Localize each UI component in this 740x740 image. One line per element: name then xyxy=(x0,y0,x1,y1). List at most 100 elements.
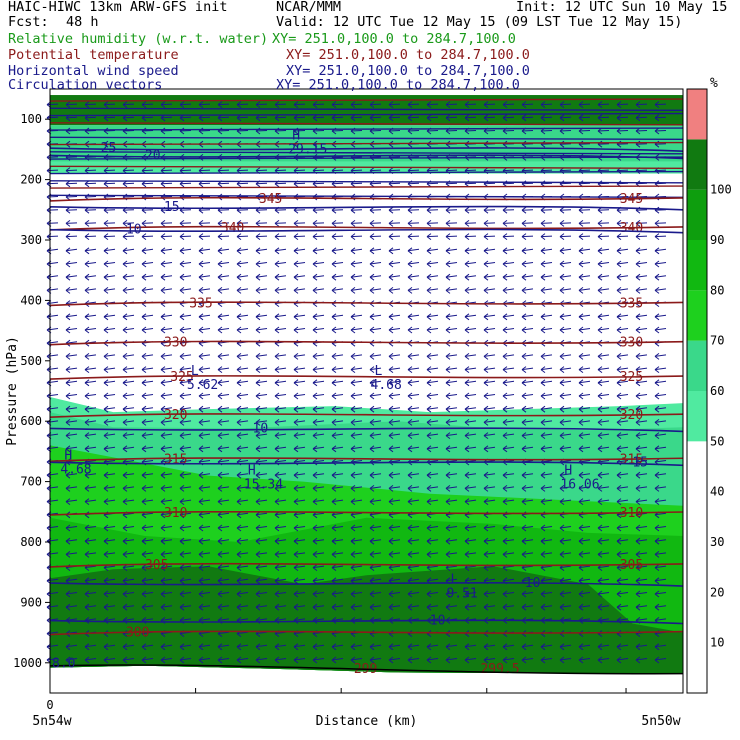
circulation-vector xyxy=(84,432,90,439)
circulation-vector xyxy=(293,314,306,318)
circulation-vector xyxy=(236,631,249,635)
circulation-vector xyxy=(483,432,489,439)
circulation-vector xyxy=(198,287,204,294)
circulation-vector xyxy=(578,526,591,529)
circulation-vector xyxy=(369,432,375,439)
colorbar-tick-label: 20 xyxy=(710,585,724,599)
circulation-vector xyxy=(616,275,629,278)
circulation-vector xyxy=(464,537,470,545)
circulation-vector xyxy=(141,273,147,281)
circulation-vector xyxy=(369,380,382,384)
circulation-vector xyxy=(141,380,154,384)
colorbar-segment xyxy=(687,240,707,291)
circulation-vector xyxy=(540,116,553,119)
circulation-vector xyxy=(160,603,166,611)
circulation-vector xyxy=(616,169,629,172)
circulation-vector xyxy=(217,273,223,281)
circulation-vector xyxy=(407,380,420,384)
circulation-vector xyxy=(616,539,629,542)
circulation-vector xyxy=(198,539,211,542)
circulation-vector xyxy=(122,419,128,426)
circulation-vector xyxy=(179,275,192,278)
circulation-vector xyxy=(445,524,451,532)
circulation-vector xyxy=(160,590,166,598)
y-tick-label: 300 xyxy=(20,233,42,247)
circulation-vector xyxy=(426,394,439,397)
circulation-vector xyxy=(635,143,648,145)
colorbar-segment xyxy=(687,491,707,542)
circulation-vector xyxy=(445,643,451,651)
circulation-vector xyxy=(559,578,572,582)
circulation-vector xyxy=(445,551,451,558)
circulation-vector xyxy=(540,473,553,476)
circulation-vector xyxy=(141,445,147,453)
wind-label: 10 xyxy=(430,614,446,629)
circulation-vector xyxy=(635,114,641,122)
circulation-vector xyxy=(483,273,489,281)
circulation-vector xyxy=(46,433,59,437)
circulation-vector xyxy=(350,486,363,489)
circulation-vector xyxy=(540,114,546,122)
circulation-vector xyxy=(84,354,97,357)
circulation-vector xyxy=(255,432,261,439)
circulation-vector xyxy=(654,405,660,413)
circulation-vector xyxy=(198,260,204,268)
circulation-vector xyxy=(616,656,622,664)
circulation-vector xyxy=(236,222,249,224)
circulation-vector xyxy=(198,446,211,450)
circulation-vector xyxy=(597,328,610,331)
circulation-vector xyxy=(103,473,116,476)
circulation-vector xyxy=(654,326,660,334)
circulation-vector xyxy=(65,578,78,582)
circulation-vector xyxy=(141,262,154,265)
x-end-label: 5n50w xyxy=(641,714,680,729)
circulation-vector xyxy=(331,512,344,516)
circulation-vector xyxy=(654,222,667,224)
circulation-vector xyxy=(331,419,337,426)
circulation-vector xyxy=(179,101,185,108)
circulation-vector xyxy=(198,552,211,555)
circulation-vector xyxy=(236,326,242,334)
circulation-vector xyxy=(84,446,97,450)
circulation-vector xyxy=(616,247,622,255)
circulation-vector xyxy=(502,222,515,224)
circulation-vector xyxy=(502,394,515,397)
circulation-vector xyxy=(635,101,641,108)
circulation-vector xyxy=(46,116,59,119)
circulation-vector xyxy=(597,262,610,265)
extremum-marker: L xyxy=(450,572,458,587)
circulation-vector xyxy=(103,499,116,503)
circulation-vector xyxy=(236,658,249,661)
circulation-vector xyxy=(464,446,477,450)
circulation-vector xyxy=(502,432,508,439)
circulation-vector xyxy=(369,643,375,651)
circulation-vector xyxy=(407,592,420,595)
circulation-vector xyxy=(369,537,375,545)
circulation-vector xyxy=(179,433,192,437)
circulation-vector xyxy=(388,524,394,532)
circulation-vector xyxy=(559,260,565,268)
circulation-vector xyxy=(122,288,135,291)
circulation-vector xyxy=(521,287,527,294)
circulation-vector xyxy=(635,590,641,598)
circulation-vector xyxy=(540,367,553,371)
circulation-vector xyxy=(369,220,375,227)
circulation-vector xyxy=(464,101,470,108)
extremum-marker: H xyxy=(64,449,72,464)
circulation-vector xyxy=(597,537,603,545)
circulation-vector xyxy=(521,233,527,240)
circulation-vector xyxy=(274,328,287,331)
circulation-vector xyxy=(597,103,610,106)
circulation-vector xyxy=(426,419,432,426)
circulation-vector xyxy=(255,578,268,582)
circulation-vector xyxy=(122,552,135,555)
circulation-vector xyxy=(274,235,287,238)
circulation-vector xyxy=(84,471,90,479)
circulation-vector xyxy=(331,260,337,268)
circulation-vector xyxy=(578,485,584,492)
circulation-vector xyxy=(84,618,97,621)
circulation-vector xyxy=(65,248,78,252)
circulation-vector xyxy=(122,578,135,582)
circulation-vector xyxy=(407,644,420,648)
circulation-vector xyxy=(179,366,185,373)
